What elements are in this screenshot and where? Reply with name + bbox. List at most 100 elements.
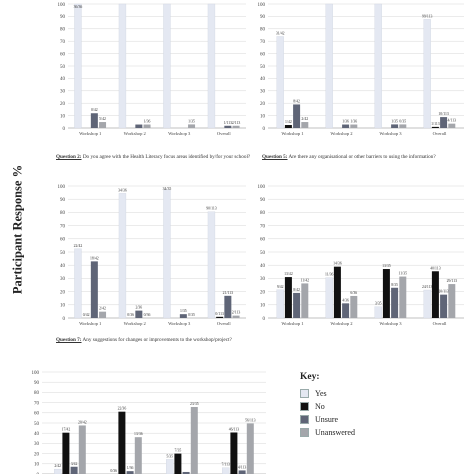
y-tick-label: 20 xyxy=(60,102,66,107)
bar-unanswered-2 xyxy=(188,124,196,128)
legend-item-yes: Yes xyxy=(300,387,355,400)
x-tick-label: Overall xyxy=(433,131,447,136)
caption-q2-number: Question 2: xyxy=(56,154,82,160)
data-label: 2/113 xyxy=(232,121,241,125)
bar-unanswered-3 xyxy=(232,125,240,128)
data-label: 2/36 xyxy=(135,306,142,310)
bar-unsure-2 xyxy=(182,471,190,474)
bar-yes-2 xyxy=(163,3,171,129)
data-label: 2/42 xyxy=(301,117,308,121)
y-tick-label: 80 xyxy=(260,211,266,216)
data-label: 11/42 xyxy=(301,278,310,282)
data-label: 40/113 xyxy=(430,266,441,270)
bar-unsure-1 xyxy=(135,310,143,318)
x-tick-label: Workshop 3 xyxy=(379,321,402,326)
bar-yes-1 xyxy=(118,193,127,319)
bar-unsure-1 xyxy=(342,303,350,318)
bar-yes-3 xyxy=(207,3,216,129)
data-label: 8/42 xyxy=(293,288,300,292)
data-label: 13/36 xyxy=(134,432,143,436)
bar-yes-3 xyxy=(207,211,216,319)
y-tick-label: 90 xyxy=(60,15,66,20)
bar-unanswered-3 xyxy=(448,284,456,318)
y-tick-label: 0 xyxy=(37,473,40,474)
y-tick-label: 100 xyxy=(258,185,266,190)
y-tick-label: 50 xyxy=(60,251,66,256)
bar-no-2 xyxy=(174,453,182,474)
bar-no-3 xyxy=(230,432,238,474)
chart-bottom: 0 10 20 30 40 50 60 70 80 90 100 2/42 17/42 3/42 20/42… xyxy=(32,371,266,474)
data-label: 99/113 xyxy=(422,14,433,18)
bar-no-1 xyxy=(118,411,126,474)
caption-q2-text: Do you agree with the Health Literacy fo… xyxy=(82,154,251,160)
data-label: 1/113 xyxy=(431,122,440,126)
data-label: 0/36 xyxy=(144,313,151,317)
data-label: 22/42 xyxy=(74,244,83,248)
y-tick-label: 30 xyxy=(260,277,266,282)
y-tick-label: 90 xyxy=(60,198,66,203)
data-label: 1/36 xyxy=(350,120,357,124)
y-tick-label: 20 xyxy=(34,452,40,457)
chart-top-left: 0 10 20 30 40 50 60 70 80 90 100 36/36 0/42 5/42 Works… xyxy=(58,3,246,136)
data-label: 1/113 xyxy=(224,121,233,125)
y-tick-label: 50 xyxy=(60,65,66,70)
x-tick-label: Workshop 1 xyxy=(281,131,304,136)
y-tick-label: 60 xyxy=(60,238,66,243)
y-tick-label: 10 xyxy=(260,304,266,309)
bar-unsure-0 xyxy=(70,466,78,474)
y-tick-label: 70 xyxy=(60,224,66,229)
data-label: 29/113 xyxy=(447,279,458,283)
data-label: 1/35 xyxy=(391,119,398,123)
x-tick-label: Workshop 2 xyxy=(330,131,353,136)
data-label: 11/35 xyxy=(399,272,408,276)
y-tick-label: 60 xyxy=(260,238,266,243)
data-label: 0/35 xyxy=(188,313,195,317)
data-label: 24/113 xyxy=(422,285,433,289)
bar-yes-1 xyxy=(118,3,127,129)
legend-label-unanswered: Unanswered xyxy=(315,428,355,437)
caption-q5-number: Question 5: xyxy=(262,154,288,160)
caption-question-2: Question 2: Do you agree with the Health… xyxy=(56,154,256,160)
bar-no-3 xyxy=(216,316,224,318)
data-label: 4/113 xyxy=(448,119,457,123)
bar-unanswered-0 xyxy=(99,311,107,318)
data-label: 0/42 xyxy=(91,108,98,112)
bar-unanswered-0 xyxy=(78,425,86,474)
bar-unsure-1 xyxy=(126,471,134,474)
data-label: 4/113 xyxy=(238,465,247,469)
bar-unanswered-1 xyxy=(350,295,358,318)
bar-yes-2 xyxy=(166,459,174,474)
y-tick-label: 0 xyxy=(63,317,66,322)
caption-question-7: Question 7: Any suggestions for changes … xyxy=(56,337,306,343)
y-tick-label: 40 xyxy=(60,77,66,82)
y-tick-label: 70 xyxy=(260,40,266,45)
bar-yes-0 xyxy=(276,289,284,319)
data-label: 10/113 xyxy=(438,112,449,116)
data-label: 13/42 xyxy=(284,272,293,276)
legend-label-yes: Yes xyxy=(315,389,327,398)
data-label: 0/35 xyxy=(399,119,406,123)
data-label: 34/35 xyxy=(163,187,172,191)
y-tick-label: 50 xyxy=(34,422,40,427)
y-tick-label: 10 xyxy=(60,304,66,309)
legend-item-unanswered: Unanswered xyxy=(300,426,355,439)
data-label: 1/35 xyxy=(180,309,187,313)
data-label: 90/113 xyxy=(206,207,217,211)
bar-unsure-2 xyxy=(391,287,399,318)
caption-question-5: Question 5: Are there any organisational… xyxy=(262,154,462,160)
bar-unsure-3 xyxy=(440,117,448,128)
y-tick-label: 40 xyxy=(60,264,66,269)
bar-yes-1 xyxy=(325,277,333,319)
y-tick-label: 100 xyxy=(32,371,40,376)
y-tick-label: 50 xyxy=(260,251,266,256)
data-label: 21/113 xyxy=(223,291,234,295)
data-label: 7/113 xyxy=(221,463,230,467)
data-label: 0/42 xyxy=(83,313,90,317)
data-label: 8/42 xyxy=(293,99,300,103)
bar-no-3 xyxy=(431,271,439,318)
bar-unanswered-3 xyxy=(232,315,240,318)
data-label: 9/42 xyxy=(277,285,284,289)
legend-item-unsure: Unsure xyxy=(300,413,355,426)
legend-swatch-no xyxy=(300,402,309,411)
bar-unanswered-1 xyxy=(350,124,358,128)
